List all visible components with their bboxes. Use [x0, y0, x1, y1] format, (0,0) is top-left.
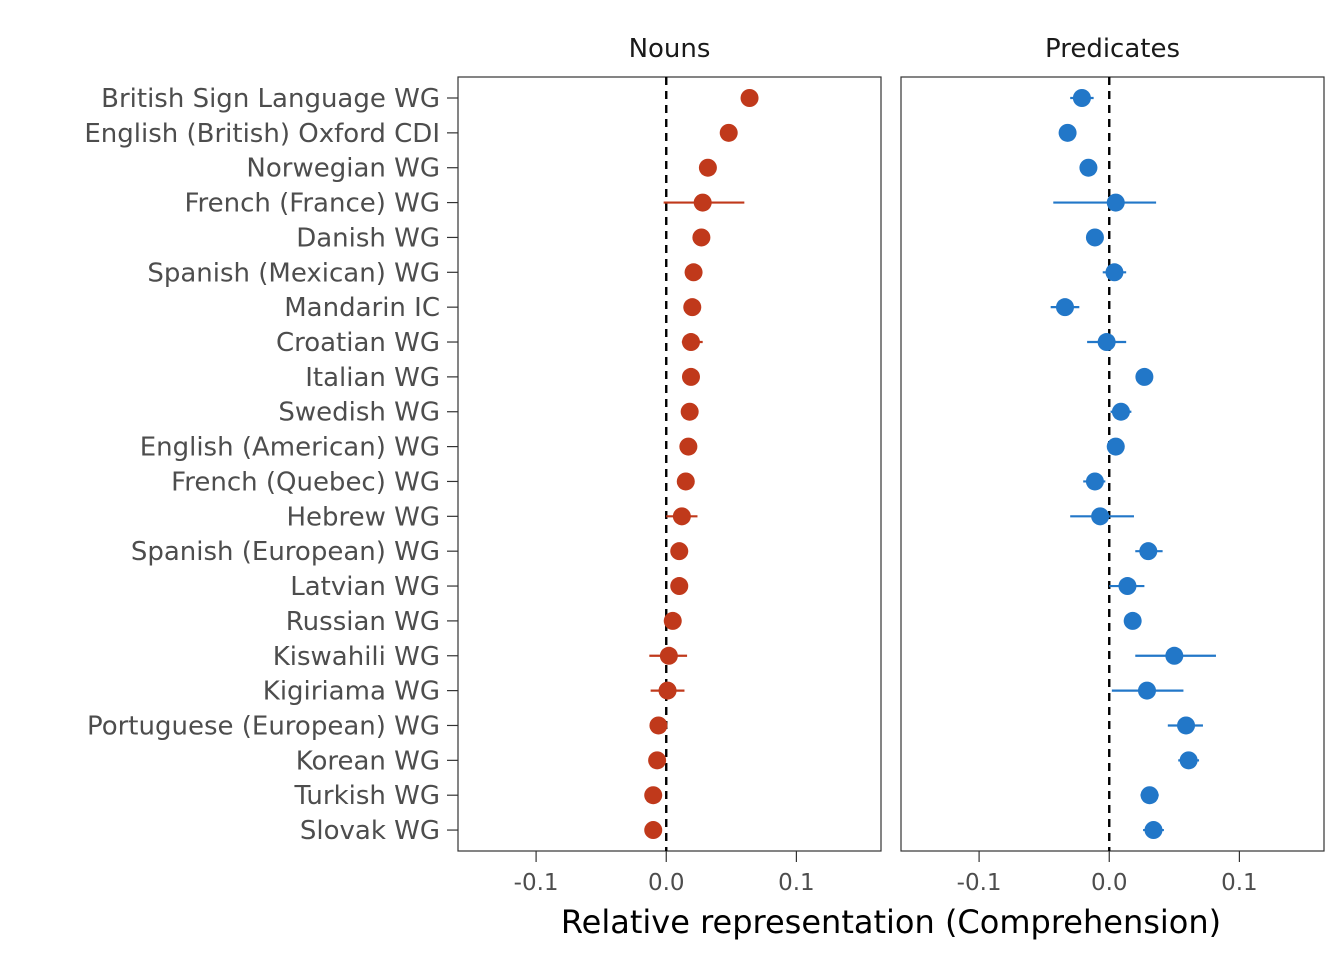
series-marks-predicates [1050, 89, 1216, 840]
point-predicates-croatian-wg [1097, 333, 1116, 352]
category-label-french-quebec-wg: French (Quebec) WG [171, 467, 440, 497]
point-predicates-norwegian-wg [1079, 158, 1098, 177]
point-nouns-norwegian-wg [698, 158, 717, 177]
point-nouns-english-british-oxford-cdi [719, 123, 738, 142]
x-tick-label: -0.1 [957, 870, 1002, 896]
category-label-english-american-wg: English (American) WG [140, 433, 440, 463]
point-nouns-latvian-wg [670, 577, 689, 596]
point-nouns-spanish-mexican-wg [684, 263, 703, 282]
point-nouns-french-france-wg [693, 193, 712, 212]
point-predicates-korean-wg [1179, 751, 1198, 770]
x-tick-label: 0.1 [778, 870, 815, 896]
panel-border [457, 76, 882, 852]
point-nouns-french-quebec-wg [676, 472, 695, 491]
point-nouns-british-sign-language-wg [740, 89, 759, 107]
point-nouns-slovak-wg [644, 821, 663, 840]
point-predicates-hebrew-wg [1091, 507, 1110, 526]
point-predicates-slovak-wg [1144, 821, 1163, 840]
panels-layer: Nouns -0.1 0.0 0.1 Predicates -0.1 0.0 0.1 [457, 34, 1325, 896]
category-label-french-france-wg: French (France) WG [184, 189, 440, 219]
category-label-croatian-wg: Croatian WG [276, 328, 440, 358]
point-nouns-hebrew-wg [672, 507, 691, 526]
category-label-norwegian-wg: Norwegian WG [246, 154, 440, 184]
point-predicates-italian-wg [1135, 367, 1154, 386]
point-predicates-spanish-european-wg [1139, 542, 1158, 561]
facet-label-nouns: Nouns [629, 34, 711, 64]
point-predicates-swedish-wg [1111, 402, 1130, 421]
category-label-slovak-wg: Slovak WG [300, 816, 440, 846]
point-predicates-latvian-wg [1118, 577, 1137, 596]
category-label-english-british-oxford-cdi: English (British) Oxford CDI [84, 119, 440, 149]
category-label-kigiriama-wg: Kigiriama WG [263, 677, 440, 707]
point-nouns-kigiriama-wg [658, 681, 677, 700]
category-label-hebrew-wg: Hebrew WG [286, 502, 440, 532]
point-nouns-italian-wg [681, 367, 700, 386]
panel-predicates: Predicates -0.1 0.0 0.1 [900, 34, 1325, 896]
x-tick-label: 0.0 [648, 870, 685, 896]
category-label-latvian-wg: Latvian WG [290, 572, 440, 602]
point-predicates-english-british-oxford-cdi [1058, 123, 1077, 142]
category-label-spanish-european-wg: Spanish (European) WG [131, 537, 440, 567]
point-predicates-british-sign-language-wg [1072, 89, 1091, 107]
category-label-russian-wg: Russian WG [286, 607, 440, 637]
category-label-swedish-wg: Swedish WG [278, 398, 440, 428]
panel-border [900, 76, 1325, 852]
category-label-mandarin-ic: Mandarin IC [284, 293, 440, 323]
category-label-spanish-mexican-wg: Spanish (Mexican) WG [147, 258, 440, 288]
point-nouns-turkish-wg [644, 786, 663, 805]
category-label-italian-wg: Italian WG [305, 363, 440, 393]
point-nouns-english-american-wg [679, 437, 698, 456]
point-predicates-portuguese-european-wg [1177, 716, 1196, 735]
category-labels: British Sign Language WG English (British… [84, 84, 458, 846]
point-nouns-kiswahili-wg [659, 646, 678, 665]
category-label-kiswahili-wg: Kiswahili WG [273, 642, 440, 672]
series-marks-nouns [644, 89, 759, 840]
facet-label-predicates: Predicates [1045, 34, 1180, 64]
point-nouns-portuguese-european-wg [649, 716, 668, 735]
point-nouns-mandarin-ic [683, 298, 702, 317]
x-tick-label: 0.1 [1221, 870, 1258, 896]
point-predicates-russian-wg [1123, 611, 1142, 630]
category-label-portuguese-european-wg: Portuguese (European) WG [87, 711, 440, 741]
point-predicates-turkish-wg [1140, 786, 1159, 805]
category-label-british-sign-language-wg: British Sign Language WG [101, 84, 440, 114]
point-nouns-russian-wg [663, 611, 682, 630]
point-predicates-spanish-mexican-wg [1105, 263, 1124, 282]
point-nouns-korean-wg [648, 751, 667, 770]
point-predicates-kiswahili-wg [1165, 646, 1184, 665]
point-predicates-french-quebec-wg [1085, 472, 1104, 491]
point-nouns-spanish-european-wg [670, 542, 689, 561]
point-predicates-english-american-wg [1106, 437, 1125, 456]
point-predicates-danish-wg [1085, 228, 1104, 247]
x-tick-label: -0.1 [514, 870, 559, 896]
point-predicates-kigiriama-wg [1137, 681, 1156, 700]
point-nouns-croatian-wg [681, 333, 700, 352]
panel-nouns: Nouns -0.1 0.0 0.1 [457, 34, 882, 896]
category-label-danish-wg: Danish WG [296, 223, 440, 253]
x-axis-title: Relative representation (Comprehension) [561, 903, 1221, 941]
category-label-turkish-wg: Turkish WG [293, 781, 440, 811]
x-tick-label: 0.0 [1091, 870, 1128, 896]
point-nouns-danish-wg [692, 228, 711, 247]
point-predicates-french-france-wg [1106, 193, 1125, 212]
category-label-korean-wg: Korean WG [296, 746, 440, 776]
point-nouns-swedish-wg [680, 402, 699, 421]
point-predicates-mandarin-ic [1055, 298, 1074, 317]
